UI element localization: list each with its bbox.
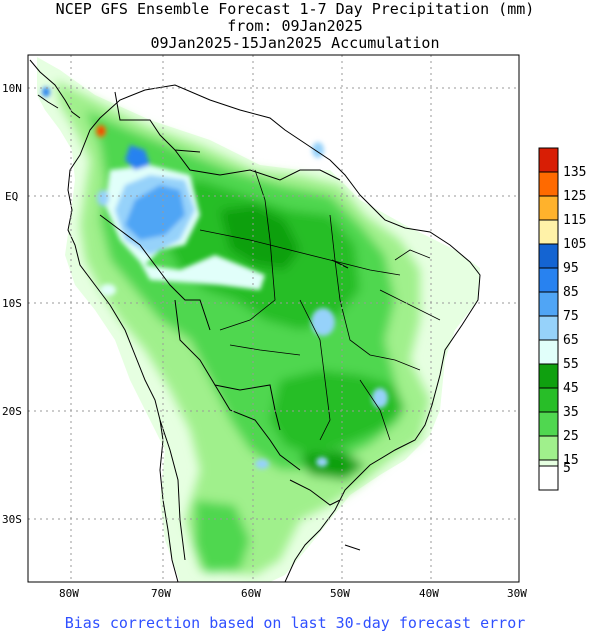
legend-label-85: 85 [563, 285, 579, 300]
precip-65mm-east [311, 308, 335, 336]
brazil-states [199, 169, 441, 441]
precip-65mm-nw [97, 190, 109, 206]
lat-label-30s: 30S [2, 513, 22, 526]
precip-max-colombia-core [99, 128, 103, 134]
map-title: NCEP GFS Ensemble Forecast 1-7 Day Preci… [55, 0, 535, 18]
precip-field [37, 57, 480, 582]
lat-label-eq: EQ [5, 190, 18, 203]
longitude-labels: 80W 70W 60W 50W 40W 30W [59, 587, 527, 600]
lon-label-80w: 80W [59, 587, 79, 600]
legend-label-35: 35 [563, 405, 579, 420]
legend-swatch-55 [538, 339, 559, 365]
legend-swatch-45 [538, 363, 559, 389]
legend-label-15: 15 [563, 453, 579, 468]
legend-label-125: 125 [563, 189, 586, 204]
coastlines-and-borders [29, 59, 481, 582]
precip-65mm-se2 [255, 459, 269, 469]
border-uruguay [289, 479, 341, 506]
lat-label-20s: 20S [2, 405, 22, 418]
legend-label-25: 25 [563, 429, 579, 444]
precip-45mm [220, 205, 300, 270]
lon-label-60w: 60W [241, 587, 261, 600]
precip-85mm [125, 145, 150, 170]
border-peru-brazil [99, 214, 211, 331]
accumulation-period: 09Jan2025-15Jan2025 Accumulation [150, 34, 440, 52]
legend-label-75: 75 [563, 309, 579, 324]
legend-swatch-35 [538, 387, 559, 413]
lon-label-30w: 30W [507, 587, 527, 600]
legend-swatch-75 [538, 291, 559, 317]
precip-45mm-se [300, 450, 365, 480]
border-chile-argentina [159, 419, 186, 561]
islands [331, 259, 361, 551]
border-brazil-north [174, 149, 341, 181]
latitude-labels: 10N EQ 10S 20S 30S [2, 82, 22, 526]
border-colombia-venezuela [114, 91, 201, 153]
legend-swatch-125 [538, 171, 559, 197]
legend-swatch-65 [538, 315, 559, 341]
precip-55mm-w [100, 284, 116, 296]
bias-correction-note: Bias correction based on last 30-day for… [64, 614, 526, 632]
precip-95mm-panama [42, 87, 50, 97]
color-legend: 135 125 115 105 95 85 75 65 55 45 35 25 … [538, 147, 586, 491]
precip-25mm-south [195, 500, 250, 572]
legend-swatch-115 [538, 195, 559, 221]
legend-label-105: 105 [563, 237, 586, 252]
legend-label-115: 115 [563, 213, 586, 228]
legend-swatch-105 [538, 219, 559, 245]
legend-swatch-85 [538, 267, 559, 293]
legend-label-5: 5 [563, 461, 571, 476]
lat-label-10s: 10S [2, 297, 22, 310]
legend-label-65: 65 [563, 333, 579, 348]
precip-65mm-se1 [372, 388, 388, 408]
lon-label-50w: 50W [330, 587, 350, 600]
lon-label-40w: 40W [419, 587, 439, 600]
legend-label-55: 55 [563, 357, 579, 372]
precip-35mm-se [270, 370, 405, 455]
central-america-coast [29, 59, 81, 119]
legend-label-95: 95 [563, 261, 579, 276]
legend-swatch-135 [538, 147, 559, 173]
legend-swatch-below-5 [538, 465, 559, 491]
precip-65mm-se3 [316, 457, 328, 467]
lat-label-10n: 10N [2, 82, 22, 95]
map-frame [27, 54, 520, 583]
legend-swatch-15 [538, 435, 559, 461]
legend-swatch-25 [538, 411, 559, 437]
precip-65mm-ne [312, 142, 324, 158]
border-paraguay [214, 384, 301, 471]
forecast-init-date: from: 09Jan2025 [227, 17, 363, 35]
precip-75mm [125, 185, 185, 240]
legend-label-45: 45 [563, 381, 579, 396]
grid-lines [28, 55, 519, 582]
border-bolivia [174, 299, 281, 431]
legend-swatch-95 [538, 243, 559, 269]
lon-label-70w: 70W [151, 587, 171, 600]
legend-label-135: 135 [563, 165, 586, 180]
